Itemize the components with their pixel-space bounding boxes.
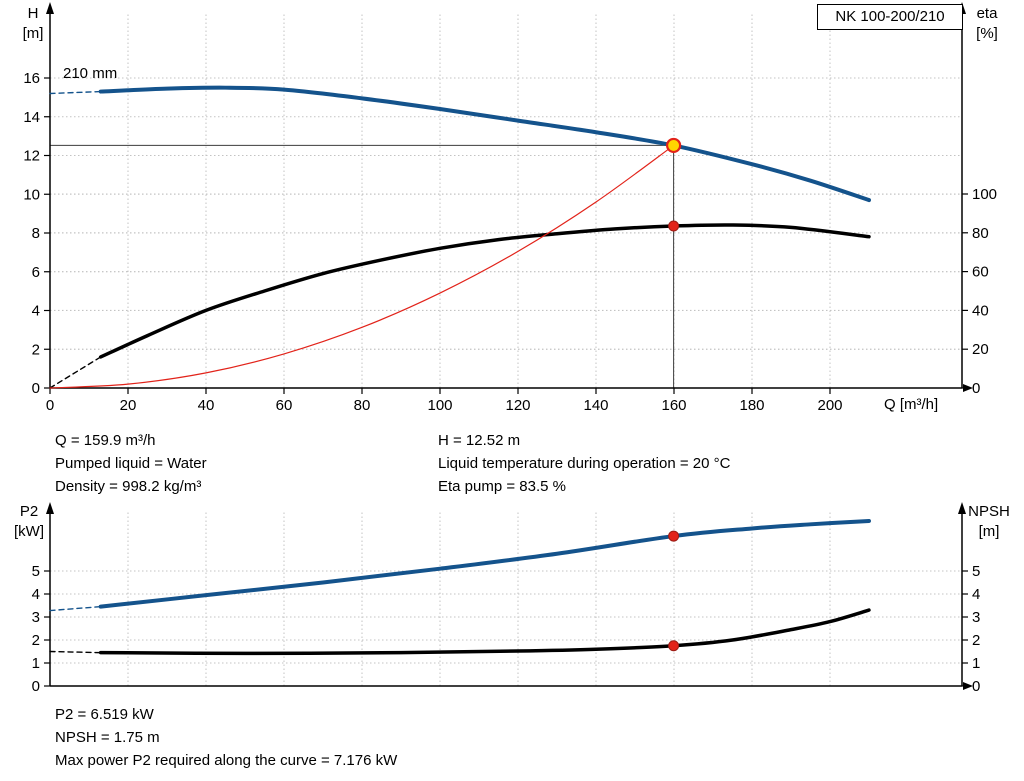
svg-text:160: 160 bbox=[661, 397, 686, 414]
impeller-diameter-label: 210 mm bbox=[63, 65, 118, 82]
svg-text:3: 3 bbox=[972, 609, 980, 626]
svg-text:0: 0 bbox=[32, 380, 40, 397]
p2-point-marker bbox=[668, 530, 680, 542]
eta-point-marker bbox=[668, 220, 680, 232]
svg-text:14: 14 bbox=[23, 109, 40, 126]
svg-text:8: 8 bbox=[32, 225, 40, 242]
tick-labels: 0 1 2 3 4 5 0 1 2 3 4 5 bbox=[32, 563, 981, 695]
eta-axis-label: eta bbox=[976, 5, 998, 22]
tick-marks bbox=[44, 77, 968, 394]
efficiency-curve bbox=[49, 223, 871, 389]
svg-text:60: 60 bbox=[276, 397, 293, 414]
h-axis-unit: [m] bbox=[22, 25, 44, 42]
system-curve bbox=[49, 144, 675, 389]
q-axis-label: Q [m³/h] bbox=[884, 396, 939, 413]
readout-liquid-temperature: Liquid temperature during operation = 20… bbox=[438, 455, 731, 472]
duty-readout-left: Q = 159.9 m³/h Pumped liquid = Water Den… bbox=[55, 429, 207, 498]
svg-text:2: 2 bbox=[972, 632, 980, 649]
svg-text:1: 1 bbox=[32, 655, 40, 672]
svg-text:20: 20 bbox=[120, 397, 137, 414]
p2-axis-label: P2 bbox=[19, 503, 39, 520]
p2-axis-header: P2 [kW] bbox=[6, 502, 52, 542]
npsh-axis-header: NPSH [m] bbox=[960, 502, 1018, 542]
npsh-point-marker bbox=[668, 640, 680, 652]
svg-text:4: 4 bbox=[32, 303, 40, 320]
svg-text:40: 40 bbox=[972, 302, 989, 319]
head-curve bbox=[49, 85, 871, 203]
readout-density: Density = 998.2 kg/m³ bbox=[55, 478, 202, 495]
axis-arrows bbox=[46, 2, 973, 392]
svg-text:20: 20 bbox=[972, 341, 989, 358]
svg-text:60: 60 bbox=[972, 264, 989, 281]
npsh-curve bbox=[49, 608, 871, 656]
svg-text:4: 4 bbox=[32, 586, 40, 603]
svg-text:16: 16 bbox=[23, 70, 40, 87]
h-axis-header: H [m] bbox=[12, 4, 54, 44]
readout-max-power: Max power P2 required along the curve = … bbox=[55, 752, 398, 769]
p2-axis-unit: [kW] bbox=[14, 523, 44, 540]
svg-text:0: 0 bbox=[46, 397, 54, 414]
grid bbox=[50, 512, 962, 686]
svg-text:2: 2 bbox=[32, 341, 40, 358]
svg-text:80: 80 bbox=[972, 225, 989, 242]
npsh-axis-label: NPSH bbox=[968, 503, 1010, 520]
svg-text:100: 100 bbox=[972, 186, 997, 203]
readout-head: H = 12.52 m bbox=[438, 432, 521, 449]
npsh-axis-unit: [m] bbox=[978, 523, 1000, 540]
p2-npsh-chart: 0 1 2 3 4 5 0 1 2 3 4 5 bbox=[32, 502, 981, 695]
svg-text:3: 3 bbox=[32, 609, 40, 626]
p2-curve bbox=[49, 518, 871, 612]
axes bbox=[49, 508, 963, 687]
readout-pumped-liquid: Pumped liquid = Water bbox=[55, 455, 207, 472]
h-axis-label: H bbox=[27, 5, 39, 22]
svg-text:140: 140 bbox=[583, 397, 608, 414]
svg-text:10: 10 bbox=[23, 186, 40, 203]
eta-axis-unit: [%] bbox=[976, 25, 998, 42]
svg-text:0: 0 bbox=[972, 678, 980, 695]
svg-text:5: 5 bbox=[32, 563, 40, 580]
pump-type-box: NK 100-200/210 bbox=[817, 4, 963, 30]
svg-text:120: 120 bbox=[505, 397, 530, 414]
svg-text:180: 180 bbox=[739, 397, 764, 414]
eta-axis-header: eta [%] bbox=[964, 4, 1010, 44]
svg-text:1: 1 bbox=[972, 655, 980, 672]
svg-text:80: 80 bbox=[354, 397, 371, 414]
readout-p2: P2 = 6.519 kW bbox=[55, 706, 154, 723]
svg-text:40: 40 bbox=[198, 397, 215, 414]
duty-readout-right: H = 12.52 m Liquid temperature during op… bbox=[438, 429, 730, 498]
readout-npsh: NPSH = 1.75 m bbox=[55, 729, 160, 746]
grid bbox=[50, 12, 962, 388]
svg-text:200: 200 bbox=[817, 397, 842, 414]
readout-eta-pump: Eta pump = 83.5 % bbox=[438, 478, 566, 495]
axes bbox=[49, 8, 963, 389]
svg-text:5: 5 bbox=[972, 563, 980, 580]
svg-text:4: 4 bbox=[972, 586, 980, 603]
svg-text:0: 0 bbox=[32, 678, 40, 695]
svg-text:0: 0 bbox=[972, 380, 980, 397]
svg-text:6: 6 bbox=[32, 264, 40, 281]
svg-text:100: 100 bbox=[427, 397, 452, 414]
svg-text:12: 12 bbox=[23, 148, 40, 165]
readout-flow: Q = 159.9 m³/h bbox=[55, 432, 156, 449]
duty-point-marker[interactable] bbox=[666, 137, 682, 154]
tick-marks bbox=[44, 570, 968, 687]
power-readout: P2 = 6.519 kW NPSH = 1.75 m Max power P2… bbox=[55, 703, 397, 772]
svg-text:2: 2 bbox=[32, 632, 40, 649]
